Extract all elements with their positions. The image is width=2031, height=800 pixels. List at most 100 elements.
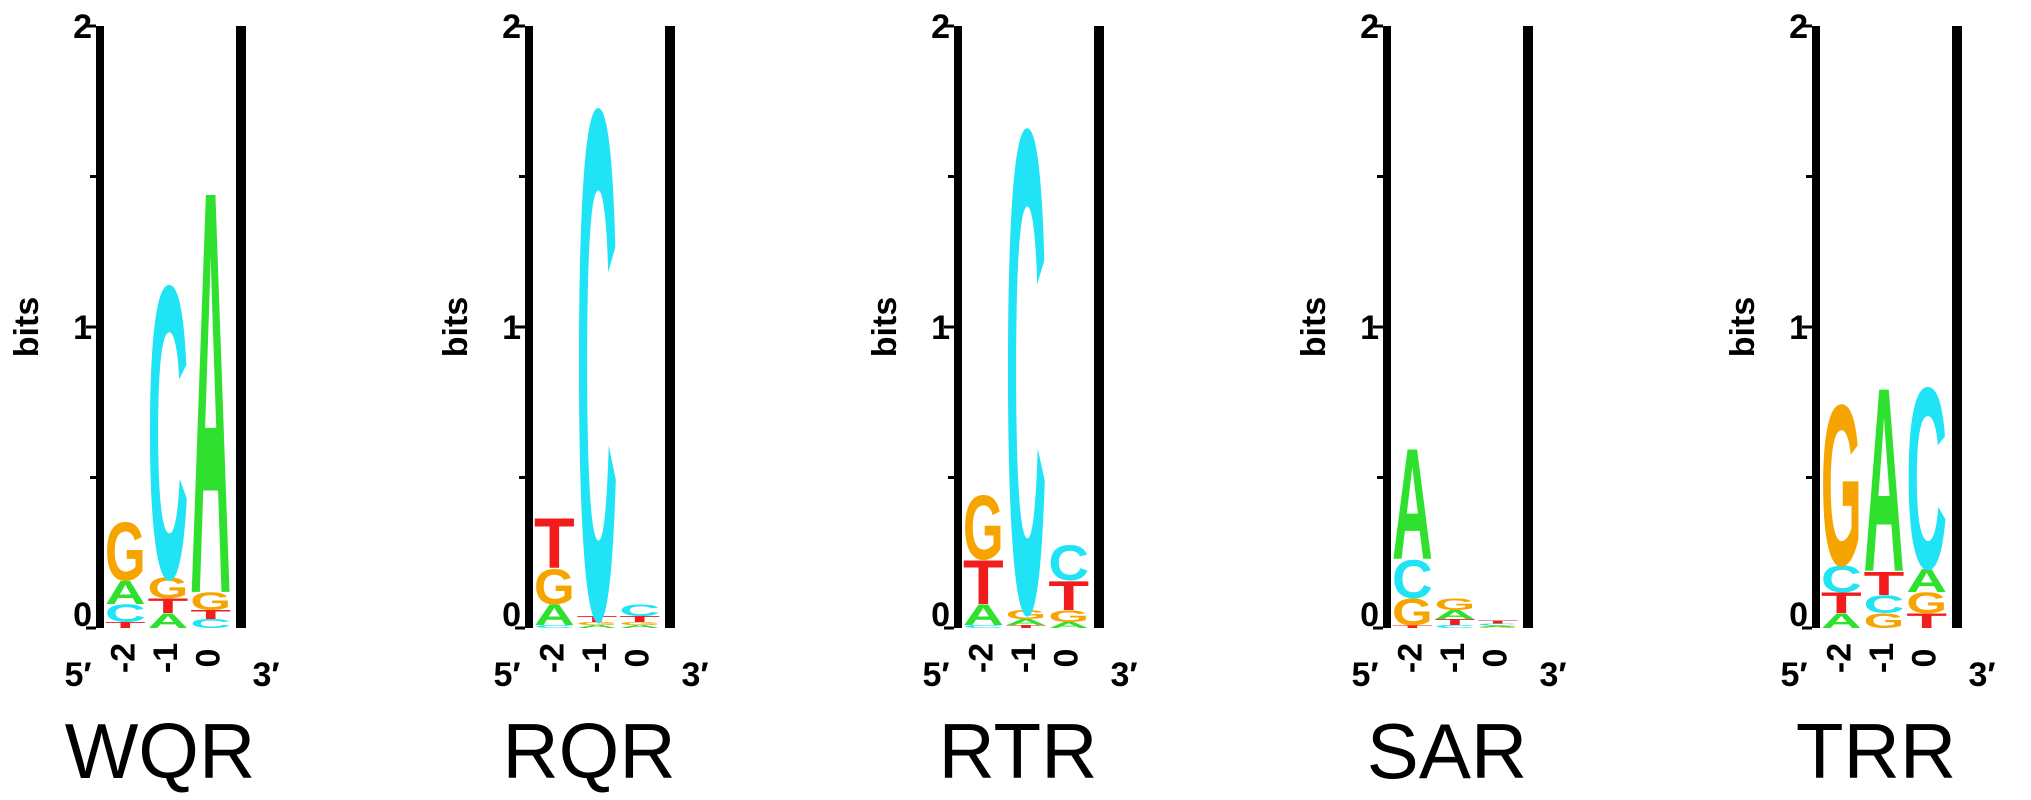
x-tick-label: -1 [147,643,185,673]
logo-letter: T [1048,573,1089,619]
y-tick-label: 1 [931,309,950,347]
logo-letter: C [1392,549,1433,610]
x-tick-label: -1 [1863,643,1901,673]
logo-letter: G [963,476,1004,578]
logo-letter: C [1821,559,1862,601]
logo-letter: T [148,594,189,617]
panel-title: RQR [502,707,675,795]
logo-letter: C [1006,0,1047,757]
x-tick-label: 0 [619,649,657,668]
logo-letter: G [1864,609,1905,632]
three-prime-label: 3′ [681,656,708,694]
logo-letter: T [1435,618,1476,627]
right-bar [1952,26,1962,628]
logo-letter: G [1477,626,1518,628]
x-tick-label: -1 [1005,643,1043,673]
y-tick-label: 0 [502,596,521,634]
right-bar [1523,26,1533,628]
y-axis [96,26,104,628]
logo-letter: G [148,571,189,604]
y-axis [1383,26,1391,628]
y-tick-label: 1 [502,309,521,347]
y-axis-label: bits [1295,297,1333,357]
logo-letter: T [1006,624,1047,629]
y-tick-label: 1 [73,309,92,347]
y-tick-label: 0 [1789,596,1808,634]
logo-letter: T [1906,609,1947,632]
logo-letter: G [1392,592,1433,634]
three-prime-label: 3′ [1110,656,1137,694]
logo-letter: A [1477,625,1518,627]
five-prime-label: 5′ [1351,656,1378,694]
logo-letter: T [190,608,231,622]
logo-letter: C [619,601,660,620]
logo-letter: G [1821,357,1862,614]
logo-letter: T [1392,624,1433,629]
logo-letter: A [1821,609,1862,632]
logo-letter: A [1392,416,1433,593]
x-tick-label: 0 [1477,649,1515,668]
logo-letter: T [577,615,618,624]
logo-letter: G [1906,586,1947,619]
logo-letter: G [105,505,146,598]
logo-letter: A [1906,562,1947,599]
y-tick-label: 2 [73,8,92,46]
logo-letter: A [1435,608,1476,622]
y-axis [525,26,533,628]
y-axis [954,26,962,628]
logo-letter: A [148,609,189,632]
logo-letter: A [534,598,575,631]
logo-letter: G [577,621,618,626]
three-prime-label: 3′ [1968,656,1995,694]
x-tick-label: -2 [533,643,571,673]
logo-letter: A [190,69,231,714]
logo-letter: C [577,0,618,771]
panel-title: TRR [1796,707,1956,795]
logo-letter: C [1435,624,1476,629]
logo-letter: C [1477,623,1518,626]
right-bar [1094,26,1104,628]
logo-letter: A [1048,621,1089,630]
logo-letter: C [1906,333,1947,623]
x-tick-label: 0 [190,649,228,668]
logo-letter: A [1864,334,1905,628]
five-prime-label: 5′ [64,656,91,694]
logo-letter: G [1435,595,1476,614]
logo-letter: C [963,624,1004,629]
logo-letter: T [1864,565,1905,602]
y-tick-label: 2 [502,8,521,46]
y-axis [1812,26,1820,628]
logo-letter: C [190,617,231,631]
right-bar [236,26,246,628]
x-tick-label: -2 [104,643,142,673]
right-bar [665,26,675,628]
logo-letter: G [1006,608,1047,622]
five-prime-label: 5′ [1780,656,1807,694]
logo-letter: T [534,504,575,583]
logo-letter: A [963,598,1004,631]
panel-title: RTR [939,707,1098,795]
panel-title: SAR [1367,707,1527,795]
logo-letter: T [619,615,660,624]
logo-letter: A [577,624,618,629]
panel-title: WQR [65,707,256,795]
y-tick-label: 1 [1360,309,1379,347]
y-axis-label: bits [1724,297,1762,357]
y-tick-label: 2 [1789,8,1808,46]
y-tick-label: 1 [1789,309,1808,347]
logo-letter: C [105,600,146,628]
five-prime-label: 5′ [493,656,520,694]
y-tick-label: 2 [1360,8,1379,46]
logo-letter: A [619,624,660,629]
logo-letter: T [1477,620,1518,625]
logo-letter: C [1048,534,1089,590]
y-axis-label: bits [8,297,46,357]
logo-letter: G [1048,607,1089,626]
logo-letter: G [534,558,575,614]
logo-letter: G [190,588,231,616]
three-prime-label: 3′ [1539,656,1566,694]
